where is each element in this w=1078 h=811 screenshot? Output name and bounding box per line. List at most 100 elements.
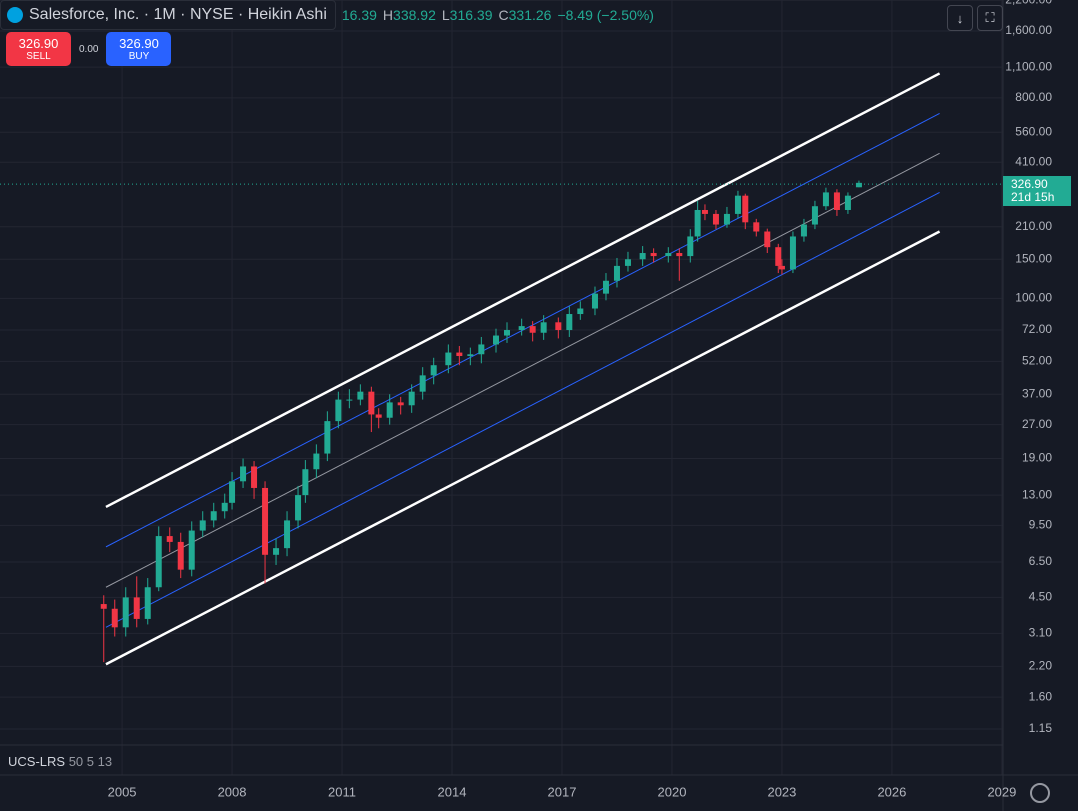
candle-body bbox=[221, 502, 228, 512]
y-tick-label: 6.50 bbox=[1029, 554, 1053, 568]
ohlc-open: 16.39 bbox=[341, 7, 377, 23]
trade-panel: 326.90 SELL 0.00 326.90 BUY bbox=[6, 32, 172, 66]
candle-body bbox=[855, 182, 862, 188]
candle-body bbox=[844, 195, 851, 210]
y-tick-label: 4.50 bbox=[1029, 590, 1053, 604]
candle-body bbox=[408, 391, 415, 406]
channel-line bbox=[105, 191, 940, 628]
y-tick-label: 210.00 bbox=[1015, 219, 1052, 233]
candle-body bbox=[591, 293, 598, 309]
candle-body bbox=[177, 541, 184, 570]
logo bbox=[7, 7, 23, 23]
change: −8.49 (−2.50%) bbox=[557, 7, 654, 23]
spread: 0.00 bbox=[79, 43, 99, 55]
y-tick-label: 410.00 bbox=[1015, 154, 1052, 168]
candle-body bbox=[430, 365, 437, 376]
indicator-name: UCS-LRS bbox=[8, 754, 66, 769]
candle-body bbox=[701, 209, 708, 214]
candle-body bbox=[302, 469, 309, 496]
price-label: 326.90 21d 15h bbox=[1003, 176, 1071, 206]
settings-button[interactable] bbox=[1030, 783, 1050, 803]
y-tick-label: 800.00 bbox=[1015, 90, 1052, 104]
candle-body bbox=[284, 520, 291, 549]
candle-body bbox=[742, 195, 749, 223]
candle-body bbox=[467, 354, 474, 357]
ohlc-key: L bbox=[441, 7, 450, 23]
candle-body bbox=[100, 604, 107, 609]
sell-label: SELL bbox=[26, 51, 51, 62]
indicator-legend[interactable]: UCS-LRS 50 5 13 bbox=[8, 754, 112, 769]
x-tick-label: 2014 bbox=[438, 784, 467, 799]
candle-body bbox=[262, 487, 269, 555]
candle-body bbox=[368, 391, 375, 415]
symbol-box[interactable]: Salesforce, Inc. · 1M · NYSE · Heikin As… bbox=[0, 0, 336, 30]
candle-body bbox=[375, 414, 382, 418]
fullscreen-button[interactable]: ⛶ bbox=[977, 5, 1003, 31]
ohlc-value: 331.26 bbox=[508, 7, 552, 23]
candle-body bbox=[624, 259, 631, 266]
candle-body bbox=[650, 253, 657, 257]
candle-body bbox=[540, 322, 547, 333]
x-tick-label: 2023 bbox=[767, 784, 796, 799]
y-tick-label: 13.00 bbox=[1022, 487, 1052, 501]
candle-body bbox=[357, 391, 364, 400]
download-button[interactable]: ↓ bbox=[947, 5, 973, 31]
candle-body bbox=[764, 231, 771, 248]
candle-body bbox=[822, 192, 829, 207]
candle-body bbox=[240, 466, 247, 482]
sell-button[interactable]: 326.90 SELL bbox=[6, 32, 71, 66]
countdown: 21d 15h bbox=[1011, 190, 1055, 204]
y-tick-label: 2,200.00 bbox=[1005, 0, 1052, 6]
header: Salesforce, Inc. · 1M · NYSE · Heikin As… bbox=[0, 0, 654, 30]
candle-body bbox=[419, 375, 426, 392]
candle-body bbox=[313, 453, 320, 470]
candle-body bbox=[775, 247, 782, 266]
buy-button[interactable]: 326.90 BUY bbox=[106, 32, 172, 66]
candle-body bbox=[665, 253, 672, 257]
candle-body bbox=[676, 253, 683, 257]
channel-line bbox=[105, 72, 941, 509]
candle-body bbox=[397, 402, 404, 406]
candle-body bbox=[577, 308, 584, 315]
candle-body bbox=[122, 597, 129, 628]
candle-body bbox=[229, 481, 236, 503]
y-tick-label: 560.00 bbox=[1015, 124, 1052, 138]
x-tick-label: 2026 bbox=[877, 784, 906, 799]
x-tick-label: 2029 bbox=[987, 784, 1016, 799]
y-tick-label: 1,600.00 bbox=[1005, 23, 1052, 37]
candle-body bbox=[456, 352, 463, 357]
candle-body bbox=[478, 344, 485, 355]
candle-body bbox=[273, 548, 280, 555]
candle-body bbox=[210, 511, 217, 521]
candle-body bbox=[833, 192, 840, 210]
candle-body bbox=[155, 536, 162, 588]
candle-body bbox=[346, 399, 353, 401]
candle-body bbox=[133, 597, 140, 619]
candle-body bbox=[800, 224, 807, 237]
price-axis-panel bbox=[1003, 0, 1078, 811]
candle-body bbox=[753, 222, 760, 232]
candle-body bbox=[386, 402, 393, 418]
candle-body bbox=[789, 236, 796, 270]
x-tick-label: 2020 bbox=[658, 784, 687, 799]
candle-body bbox=[566, 314, 573, 331]
y-tick-label: 1.60 bbox=[1029, 689, 1053, 703]
candle-body bbox=[529, 326, 536, 333]
candle-body bbox=[188, 530, 195, 570]
candle-body bbox=[518, 326, 525, 331]
candle-body bbox=[324, 421, 331, 454]
candle-body bbox=[503, 330, 510, 336]
y-tick-label: 1,100.00 bbox=[1005, 59, 1052, 73]
y-tick-label: 9.50 bbox=[1029, 518, 1053, 532]
candle-body bbox=[199, 520, 206, 531]
y-tick-label: 27.00 bbox=[1022, 417, 1052, 431]
y-tick-label: 19.00 bbox=[1022, 451, 1052, 465]
x-tick-label: 2008 bbox=[218, 784, 247, 799]
candle-body bbox=[295, 495, 302, 521]
y-tick-label: 72.00 bbox=[1022, 322, 1052, 336]
y-tick-label: 1.15 bbox=[1029, 721, 1053, 735]
candle-body bbox=[493, 335, 500, 345]
candle-body bbox=[166, 536, 173, 542]
